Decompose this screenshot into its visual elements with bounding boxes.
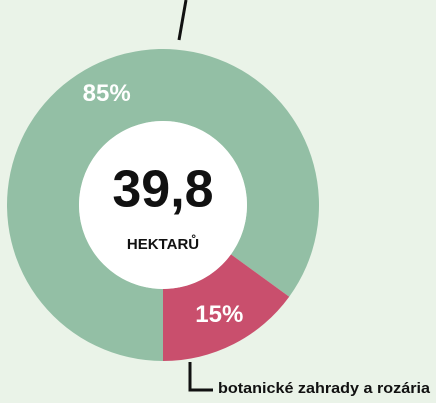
value-label: 15% xyxy=(195,301,243,328)
wedge xyxy=(163,254,290,361)
center-circle xyxy=(79,121,247,289)
wedge xyxy=(7,49,320,361)
leader-line xyxy=(177,0,188,41)
category-label: botanické zahrady a rozária xyxy=(218,380,431,397)
value-label: 85% xyxy=(83,80,131,107)
center-label: HEKTARŮ xyxy=(127,234,199,253)
center-value: 39,8 xyxy=(112,161,213,219)
leader-line xyxy=(188,362,213,392)
